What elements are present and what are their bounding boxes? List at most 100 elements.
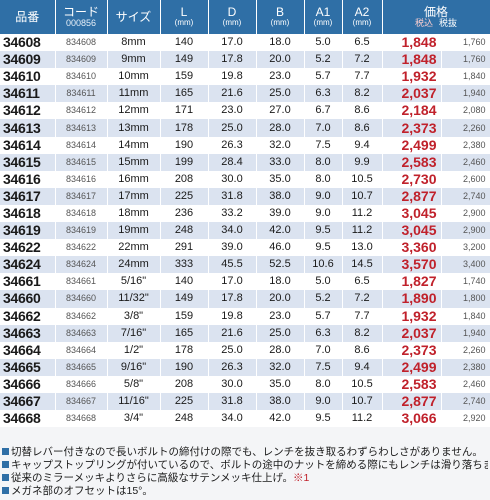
price-tax-in-cell: 1,827 [382, 273, 442, 291]
price-tax-in-cell: 1,848 [382, 34, 442, 52]
a1-cell: 6.3 [304, 324, 343, 342]
b-cell: 23.0 [256, 307, 305, 325]
price-tax-in-cell: 1,932 [382, 68, 442, 86]
a1-cell: 9.5 [304, 222, 343, 240]
d-cell: 39.0 [208, 239, 257, 257]
price-tax-ex-cell: 2,900 [441, 204, 490, 223]
a2-cell: 8.6 [342, 341, 383, 359]
price-tax-in-cell: 2,037 [382, 324, 442, 342]
d-cell: 21.6 [208, 85, 257, 103]
d-cell: 25.0 [208, 341, 257, 359]
d-cell: 34.0 [208, 222, 257, 240]
a1-cell: 6.3 [304, 85, 343, 103]
a1-cell: 7.0 [304, 341, 343, 359]
code-cell: 834610 [55, 68, 108, 86]
a1-cell: 9.0 [304, 204, 343, 223]
table-row: 34614 834614 14mm 190 26.3 32.0 7.5 9.4 2,499 2,3… [0, 136, 490, 154]
code-cell: 834667 [55, 392, 108, 411]
a1-cell: 8.0 [304, 170, 343, 188]
table-row: 34660 834660 11/32" 149 17.8 20.0 5.2 7.2 1,890 1… [0, 290, 490, 308]
length-cell: 190 [160, 136, 209, 154]
d-cell: 21.6 [208, 324, 257, 342]
b-cell: 35.0 [256, 375, 305, 393]
note-item: キャップストップリングが付いているので、ボルトの途中のナットを締める際にもレンチ… [2, 459, 488, 472]
a1-cell: 9.0 [304, 187, 343, 205]
a2-cell: 10.5 [342, 170, 383, 188]
b-cell: 38.0 [256, 187, 305, 205]
d-cell: 17.8 [208, 51, 257, 69]
a1-cell: 10.6 [304, 256, 343, 274]
price-tax-ex-cell: 2,600 [441, 170, 490, 188]
price-tax-in-cell: 2,877 [382, 392, 442, 411]
size-cell: 12mm [107, 102, 161, 120]
part-no-cell: 34616 [0, 170, 56, 188]
size-cell: 8mm [107, 34, 161, 52]
table-row: 34616 834616 16mm 208 30.0 35.0 8.0 10.5 2,730 2,… [0, 170, 490, 188]
bullet-square-icon [2, 474, 9, 481]
size-cell: 24mm [107, 256, 161, 274]
a2-cell: 9.9 [342, 153, 383, 171]
b-cell: 28.0 [256, 119, 305, 137]
bullet-square-icon [2, 461, 9, 468]
b-cell: 27.0 [256, 102, 305, 120]
size-cell: 14mm [107, 136, 161, 154]
part-no-cell: 34661 [0, 273, 56, 291]
length-cell: 236 [160, 204, 209, 223]
length-cell: 248 [160, 222, 209, 240]
price-tax-ex-cell: 2,920 [441, 410, 490, 428]
length-cell: 199 [160, 153, 209, 171]
table-row: 34618 834618 18mm 236 33.2 39.0 9.0 11.2 3,045 2,… [0, 204, 490, 223]
price-tax-in-cell: 2,499 [382, 358, 442, 376]
code-cell: 834662 [55, 307, 108, 325]
size-cell: 11/16" [107, 392, 161, 411]
b-cell: 18.0 [256, 34, 305, 52]
d-cell: 33.2 [208, 204, 257, 223]
a1-cell: 8.0 [304, 375, 343, 393]
b-cell: 33.0 [256, 153, 305, 171]
price-tax-ex-cell: 2,460 [441, 375, 490, 393]
d-cell: 28.4 [208, 153, 257, 171]
length-cell: 149 [160, 290, 209, 308]
a2-cell: 10.7 [342, 187, 383, 205]
b-cell: 25.0 [256, 324, 305, 342]
b-cell: 42.0 [256, 410, 305, 428]
price-tax-in-cell: 2,583 [382, 153, 442, 171]
a2-cell: 14.5 [342, 256, 383, 274]
code-cell: 834613 [55, 119, 108, 137]
a2-cell: 7.2 [342, 290, 383, 308]
b-cell: 46.0 [256, 239, 305, 257]
price-tax-ex-cell: 2,380 [441, 136, 490, 154]
price-tax-ex-cell: 1,740 [441, 273, 490, 291]
b-cell: 32.0 [256, 136, 305, 154]
part-no-cell: 34663 [0, 324, 56, 342]
header-L-unit: (mm) [174, 18, 194, 27]
a2-cell: 11.2 [342, 410, 383, 428]
header-A2-unit: (mm) [352, 18, 372, 27]
length-cell: 333 [160, 256, 209, 274]
length-cell: 208 [160, 375, 209, 393]
price-tax-ex-cell: 1,940 [441, 324, 490, 342]
size-cell: 9mm [107, 51, 161, 69]
price-tax-ex-cell: 2,380 [441, 358, 490, 376]
price-tax-in-cell: 2,373 [382, 341, 442, 359]
table-row: 34622 834622 22mm 291 39.0 46.0 9.5 13.0 3,360 3,… [0, 239, 490, 257]
b-cell: 23.0 [256, 68, 305, 86]
code-cell: 834617 [55, 187, 108, 205]
note-text: メガネ部のオフセットは15°。 [11, 485, 153, 497]
header-A1-label: A1 [315, 5, 331, 19]
part-no-cell: 34668 [0, 410, 56, 428]
header-B-label: B [275, 5, 284, 19]
a2-cell: 6.5 [342, 34, 383, 52]
price-tax-ex-cell: 2,460 [441, 153, 490, 171]
header-A2: A2 (mm) [342, 0, 383, 34]
size-cell: 9/16" [107, 358, 161, 376]
a1-cell: 5.7 [304, 68, 343, 86]
code-cell: 834664 [55, 341, 108, 359]
code-cell: 834611 [55, 85, 108, 103]
d-cell: 17.0 [208, 273, 257, 291]
a2-cell: 13.0 [342, 239, 383, 257]
a1-cell: 7.0 [304, 119, 343, 137]
header-part-no: 品番 [0, 0, 56, 34]
code-cell: 834615 [55, 153, 108, 171]
note-text: 切替レバー付きなので長いボルトの締付けの際でも、レンチを抜き取るわずらわしさがあ… [11, 446, 483, 458]
